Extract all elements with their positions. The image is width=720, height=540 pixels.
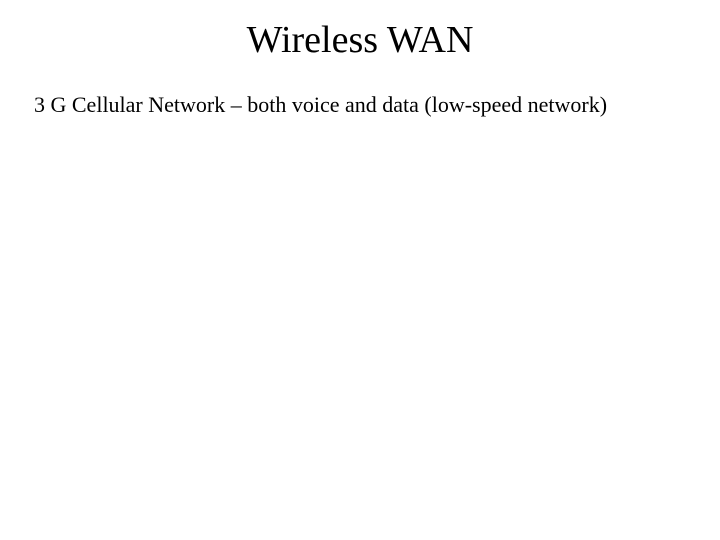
slide-title: Wireless WAN (0, 18, 720, 62)
slide-body-text: 3 G Cellular Network – both voice and da… (0, 92, 720, 118)
slide-container: Wireless WAN 3 G Cellular Network – both… (0, 0, 720, 540)
